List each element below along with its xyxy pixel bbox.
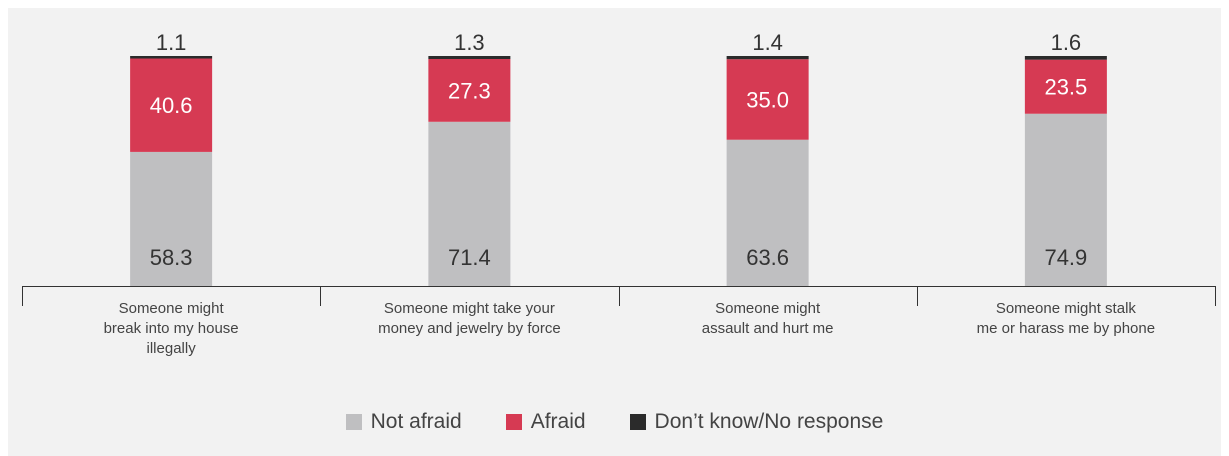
- bar-value-label: 35.0: [746, 87, 789, 112]
- legend-label: Afraid: [530, 410, 586, 433]
- bar-segment-not-afraid: [428, 121, 511, 286]
- bar-segment-no-response: [726, 56, 809, 60]
- bar-value-label: 1.3: [454, 30, 485, 55]
- category-label-line: me or harass me by phone: [977, 320, 1155, 337]
- category-label: Someone might break into my house illegall…: [104, 300, 239, 357]
- bar-segment-afraid: [130, 58, 213, 152]
- legend-swatch: [345, 414, 362, 430]
- legend-label: Not afraid: [370, 410, 462, 433]
- bar-value-label: 23.5: [1044, 75, 1087, 100]
- category-label-line: Someone might stalk: [996, 300, 1137, 317]
- category-label: Someone might assault and hurt me: [702, 300, 834, 337]
- bar-segment-afraid: [1024, 59, 1107, 114]
- bar-segment-no-response: [1024, 56, 1107, 60]
- category-label-line: Someone might take your: [384, 300, 555, 317]
- category-label-line: break into my house: [104, 320, 239, 337]
- bar-value-label: 58.3: [150, 245, 193, 270]
- legend: Not afraid Afraid Don’t know/No response: [0, 410, 1229, 434]
- bar-value-label: 74.9: [1044, 245, 1087, 270]
- category-label-line: Someone might: [119, 300, 225, 317]
- bar-value-label: 63.6: [746, 245, 789, 270]
- legend-item: Not afraid: [345, 410, 462, 434]
- legend-item: Don’t know/No response: [629, 410, 884, 434]
- bar-segment-not-afraid: [130, 151, 213, 286]
- bar-value-label: 40.6: [150, 93, 193, 118]
- bar-segment-afraid: [428, 58, 511, 122]
- bar-segment-afraid: [726, 59, 809, 140]
- category-label-line: Someone might: [715, 300, 821, 317]
- category-label: Someone might take your money and jewelry…: [378, 300, 561, 337]
- bar-value-label: 71.4: [448, 245, 491, 270]
- bar-value-label: 27.3: [448, 78, 491, 103]
- bar-value-label: 1.6: [1051, 30, 1082, 55]
- bar-segment-no-response: [130, 56, 213, 59]
- legend-item: Afraid: [505, 410, 586, 434]
- bar-segment-not-afraid: [1024, 113, 1107, 286]
- category-label-line: assault and hurt me: [702, 320, 834, 337]
- bar-segment-no-response: [428, 56, 511, 59]
- bar-value-label: 1.4: [752, 30, 783, 55]
- legend-label: Don’t know/No response: [654, 410, 884, 433]
- legend-swatch: [505, 414, 522, 430]
- category-label-line: money and jewelry by force: [378, 320, 561, 337]
- category-label-line: illegally: [147, 340, 197, 357]
- legend-swatch: [629, 414, 646, 430]
- bar-value-label: 1.1: [156, 30, 187, 55]
- bar-segment-not-afraid: [726, 139, 809, 286]
- category-label: Someone might stalk me or harass me by ph…: [977, 300, 1155, 337]
